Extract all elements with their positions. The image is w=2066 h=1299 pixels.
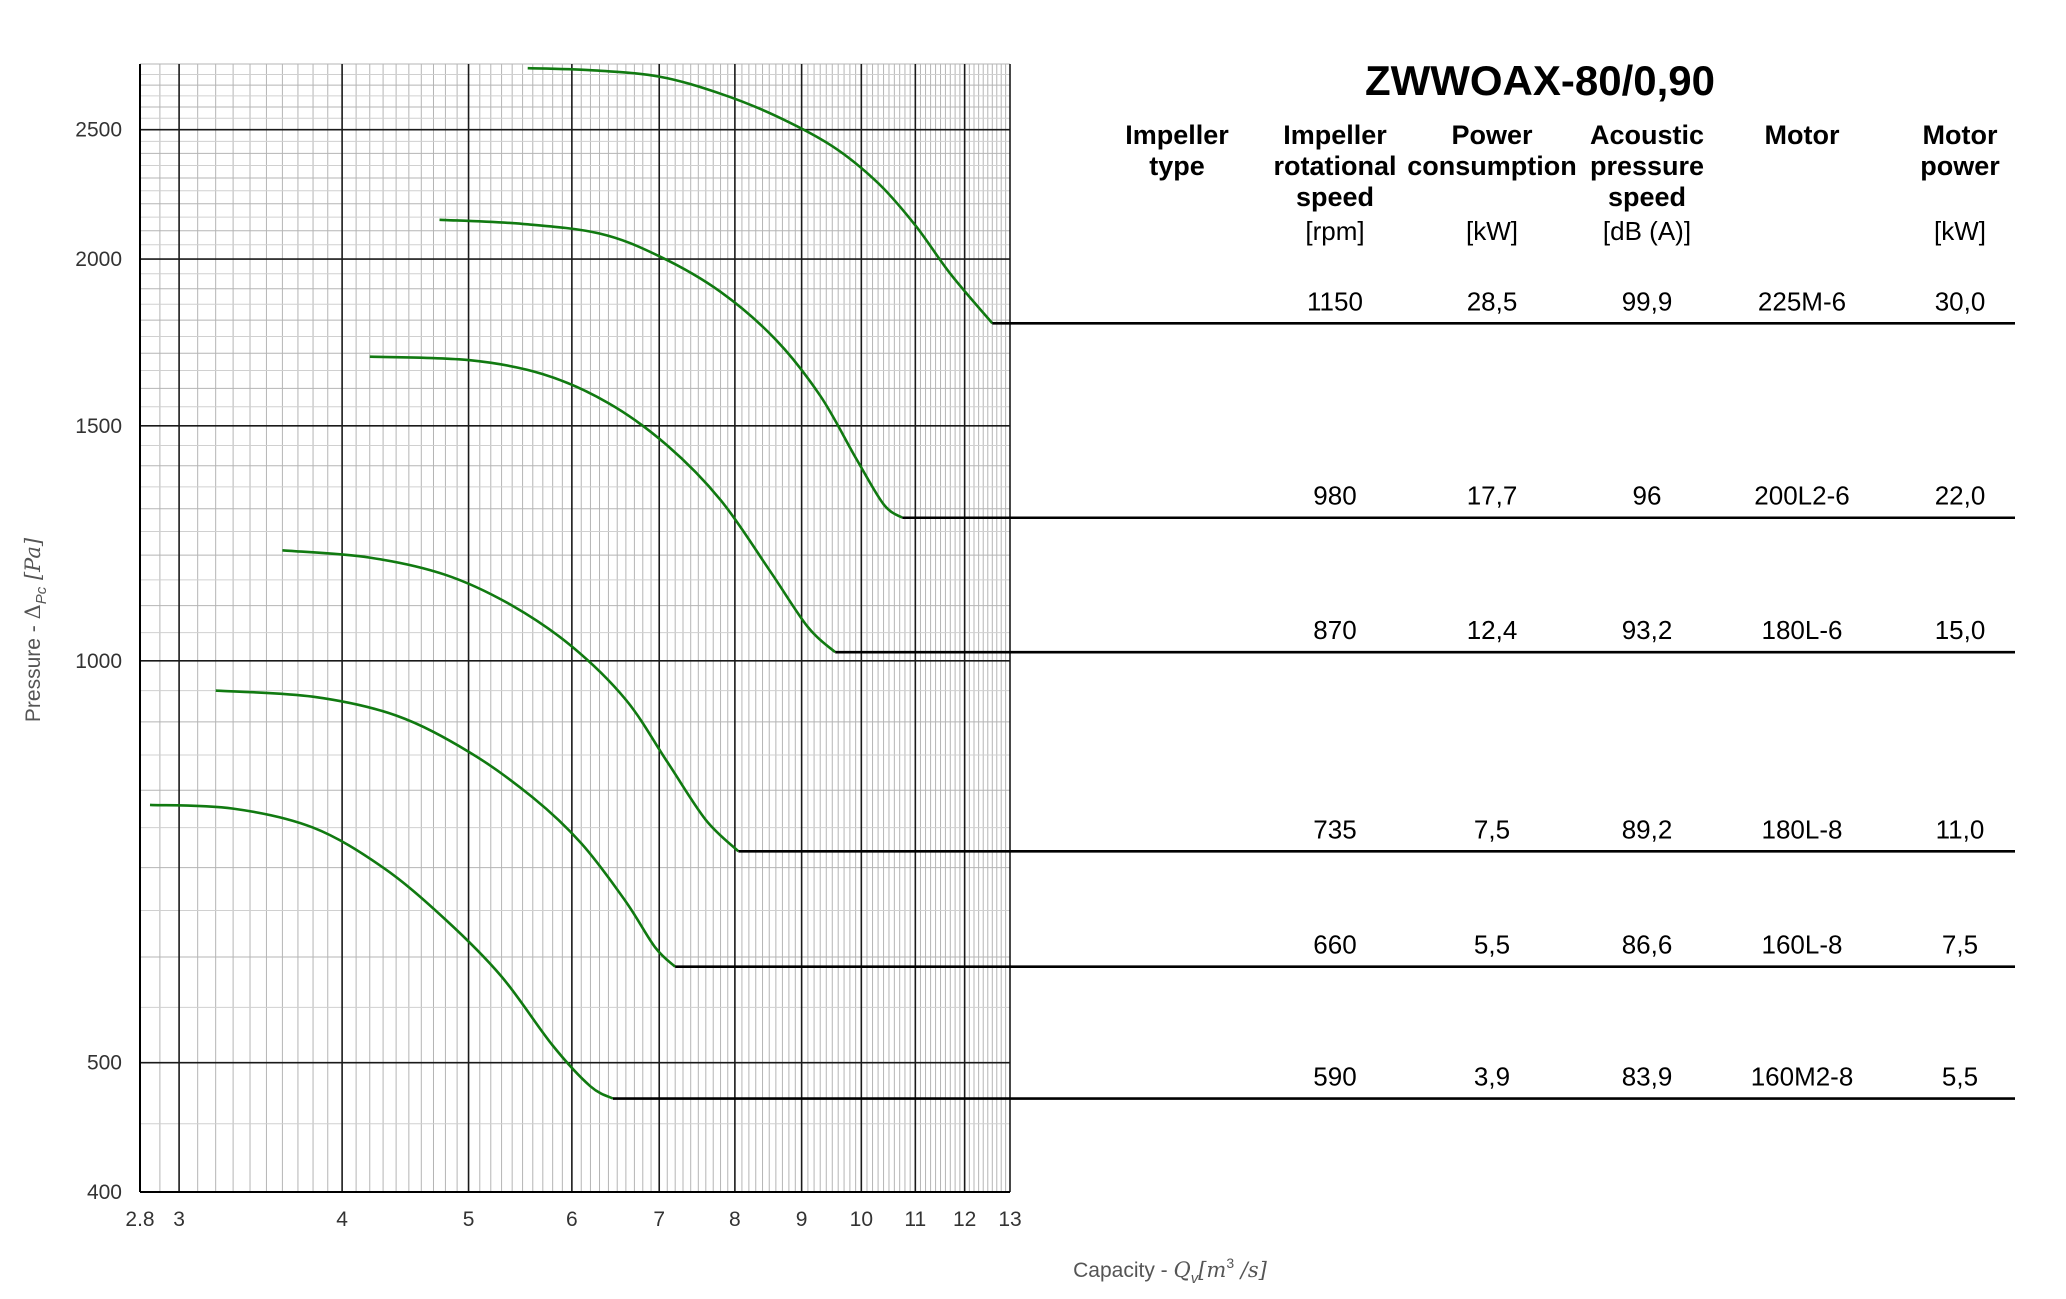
y-tick-label: 2500 [75, 119, 122, 142]
table-row: 870 12,4 93,2 180L-6 15,0 [1313, 615, 1985, 645]
cell-power: 28,5 [1467, 286, 1518, 316]
column-unit: [dB (A)] [1603, 216, 1691, 246]
cell-motor-power: 15,0 [1935, 615, 1986, 645]
major-grid [140, 64, 1011, 1192]
cell-motor: 160L-8 [1762, 930, 1843, 960]
x-tick-label: 2.8 [125, 1208, 154, 1231]
cell-speed: 1150 [1307, 286, 1363, 316]
cell-motor-power: 7,5 [1942, 930, 1978, 960]
table-rows: 1150 28,5 99,9 225M-6 30,0 980 17,7 96 200L2-6 22… [1307, 286, 1985, 1091]
cell-power: 3,9 [1474, 1062, 1510, 1092]
cell-motor: 180L-8 [1762, 814, 1843, 844]
cell-motor-power: 30,0 [1935, 286, 1986, 316]
table-row: 1150 28,5 99,9 225M-6 30,0 [1307, 286, 1985, 316]
cell-power: 12,4 [1467, 615, 1518, 645]
y-tick-label: 2000 [75, 248, 122, 271]
column-header: speed [1608, 182, 1686, 212]
column-header: Impeller [1125, 120, 1229, 150]
x-tick-label: 3 [173, 1208, 185, 1231]
column-header: Acoustic [1590, 120, 1704, 150]
column-header: type [1149, 151, 1205, 181]
cell-acoustic: 83,9 [1622, 1062, 1673, 1092]
performance-curve-6 [149, 803, 614, 1100]
y-tick-labels: 400 500 1000 1500 2000 2500 [75, 119, 122, 1204]
cell-acoustic: 89,2 [1622, 814, 1673, 844]
x-tick-label: 8 [729, 1208, 741, 1231]
cell-motor: 180L-6 [1762, 615, 1843, 645]
performance-curve-5 [215, 689, 677, 968]
column-unit: [kW] [1934, 216, 1986, 246]
y-tick-label: 1500 [75, 415, 122, 438]
chart-title: ZWWOAX-80/0,90 [1365, 57, 1715, 104]
x-tick-label: 12 [953, 1208, 976, 1231]
column-header: Motor [1765, 120, 1840, 150]
column-unit: [rpm] [1305, 216, 1364, 246]
cell-motor: 225M-6 [1758, 286, 1846, 316]
cell-motor: 160M2-8 [1751, 1062, 1854, 1092]
cell-power: 17,7 [1467, 481, 1518, 511]
x-tick-label: 9 [796, 1208, 808, 1231]
cell-speed: 735 [1313, 814, 1356, 844]
y-tick-label: 500 [87, 1052, 122, 1075]
performance-curve-2 [439, 218, 904, 519]
y-axis-label: Pressure - ΔPc [Pa] [21, 537, 50, 722]
x-tick-label: 13 [998, 1208, 1021, 1231]
column-header: Motor [1923, 120, 1998, 150]
cell-speed: 980 [1313, 481, 1356, 511]
x-tick-label: 5 [463, 1208, 475, 1231]
x-tick-labels: 2.8 3 4 5 6 7 8 9 10 11 12 13 [125, 1208, 1021, 1231]
x-tick-label: 7 [653, 1208, 665, 1231]
x-axis-label: Capacity - Qv[m3 /s] [1073, 1255, 1268, 1287]
x-tick-label: 6 [566, 1208, 578, 1231]
minor-grid [139, 63, 1010, 1192]
y-tick-label: 400 [87, 1181, 122, 1204]
cell-speed: 870 [1313, 615, 1356, 645]
cell-motor: 200L2-6 [1754, 481, 1849, 511]
table-row: 590 3,9 83,9 160M2-8 5,5 [1313, 1062, 1978, 1092]
table-row: 660 5,5 86,6 160L-8 7,5 [1313, 930, 1978, 960]
performance-curves [149, 66, 2015, 1100]
column-header: power [1920, 151, 2000, 181]
x-tick-label: 11 [904, 1208, 926, 1231]
x-tick-label: 4 [336, 1208, 348, 1231]
column-unit: [kW] [1466, 216, 1518, 246]
cell-motor-power: 22,0 [1935, 481, 1986, 511]
cell-power: 7,5 [1474, 814, 1510, 844]
cell-acoustic: 96 [1633, 481, 1662, 511]
performance-curve-3 [369, 355, 837, 654]
cell-motor-power: 11,0 [1936, 814, 1985, 844]
column-header: rotational [1273, 151, 1396, 181]
plot-axes [139, 64, 1010, 1193]
column-header: speed [1296, 182, 1374, 212]
cell-speed: 590 [1313, 1062, 1356, 1092]
x-tick-label: 10 [850, 1208, 873, 1231]
cell-motor-power: 5,5 [1942, 1062, 1978, 1092]
cell-acoustic: 99,9 [1622, 286, 1673, 316]
y-tick-label: 1000 [75, 650, 122, 673]
column-header: Impeller [1283, 120, 1387, 150]
table-row: 980 17,7 96 200L2-6 22,0 [1313, 481, 1985, 511]
column-header: consumption [1407, 151, 1577, 181]
column-header: Power [1451, 120, 1533, 150]
table-row: 735 7,5 89,2 180L-8 11,0 [1313, 814, 1984, 844]
performance-curve-1 [527, 66, 994, 325]
cell-acoustic: 93,2 [1622, 615, 1673, 645]
cell-acoustic: 86,6 [1622, 930, 1673, 960]
column-header: pressure [1590, 151, 1704, 181]
cell-speed: 660 [1313, 930, 1356, 960]
performance-curve-4 [282, 549, 740, 853]
table-headers: ImpellertypeImpellerrotationalspeed[rpm]… [1125, 120, 2000, 246]
cell-power: 5,5 [1474, 930, 1510, 960]
